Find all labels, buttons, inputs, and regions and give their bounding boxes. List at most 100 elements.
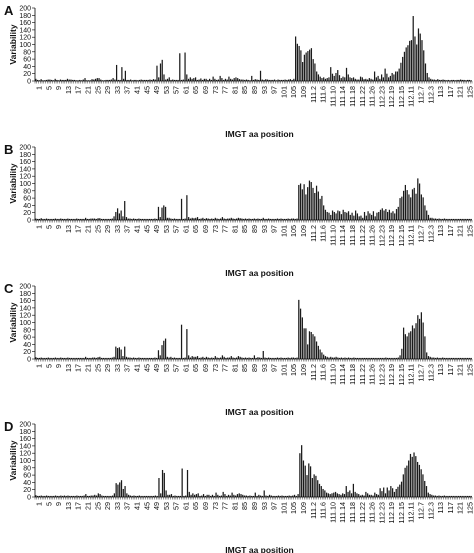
bar-series xyxy=(35,299,472,359)
bar xyxy=(317,480,319,497)
bar xyxy=(72,79,74,81)
bar xyxy=(326,78,328,81)
bar xyxy=(209,357,211,359)
x-tick-label: 17 xyxy=(74,225,83,233)
bar xyxy=(131,357,133,359)
bar xyxy=(468,495,470,497)
bar xyxy=(324,78,327,81)
bar xyxy=(232,218,234,220)
x-tick-label: 89 xyxy=(250,364,259,372)
bar xyxy=(424,63,427,81)
bar xyxy=(463,79,465,81)
bar xyxy=(385,357,387,359)
bar xyxy=(247,495,249,497)
bar xyxy=(303,184,305,220)
bar xyxy=(232,357,234,359)
bar xyxy=(424,480,426,497)
x-tick-label: 111.18 xyxy=(348,502,357,523)
bar xyxy=(306,475,308,497)
bar xyxy=(152,79,155,81)
bar xyxy=(51,79,53,81)
bar xyxy=(184,52,186,81)
bar xyxy=(340,357,343,359)
bar xyxy=(379,357,382,359)
y-tick-label: 200 xyxy=(19,145,31,152)
bar xyxy=(342,357,344,359)
bar xyxy=(205,218,208,220)
bar xyxy=(282,218,284,220)
bar xyxy=(350,493,353,497)
bar xyxy=(351,357,353,359)
bar xyxy=(370,78,372,81)
bar xyxy=(431,217,433,220)
bar xyxy=(136,218,138,220)
y-tick-label: 0 xyxy=(27,357,31,364)
x-tick-label: 112.3 xyxy=(426,225,435,242)
bar xyxy=(61,357,64,359)
x-tick-label: 25 xyxy=(93,225,102,233)
bar xyxy=(365,357,367,359)
bar xyxy=(51,495,53,497)
y-tick-label: 160 xyxy=(19,20,31,27)
bar xyxy=(180,324,183,359)
bar xyxy=(86,357,89,359)
bar xyxy=(182,218,184,220)
bar xyxy=(299,183,302,220)
bar xyxy=(345,486,347,497)
bar xyxy=(138,79,141,81)
x-tick-label: 125 xyxy=(466,225,474,237)
bar xyxy=(355,357,357,359)
bar xyxy=(59,79,62,81)
bar xyxy=(133,495,135,497)
bar xyxy=(82,79,84,81)
x-tick-label: 81 xyxy=(230,502,239,510)
bar xyxy=(245,495,247,497)
bar xyxy=(440,495,442,497)
bar xyxy=(49,495,51,497)
bar xyxy=(344,77,346,81)
bar xyxy=(237,356,240,359)
y-tick-label: 160 xyxy=(19,159,31,166)
bar xyxy=(135,495,137,497)
bar xyxy=(115,346,117,359)
bar xyxy=(168,217,170,220)
y-tick-label: 40 xyxy=(23,480,31,487)
y-tick-label: 140 xyxy=(19,166,31,173)
bar xyxy=(258,494,260,497)
bar xyxy=(140,495,142,497)
bar xyxy=(381,357,383,359)
bar xyxy=(466,495,469,497)
bar xyxy=(131,218,133,220)
x-tick-label: 77 xyxy=(221,364,230,372)
y-tick-label: 40 xyxy=(23,342,31,349)
y-axis-title: Variability xyxy=(8,302,18,342)
y-tick-label: 80 xyxy=(23,49,31,56)
x-tick-label: 111.14 xyxy=(338,502,347,523)
bar xyxy=(445,357,447,359)
bar xyxy=(65,79,67,81)
bar xyxy=(236,218,238,220)
bar xyxy=(349,77,351,81)
y-tick-label: 140 xyxy=(19,443,31,450)
bar xyxy=(303,328,305,359)
bar xyxy=(397,486,399,497)
bar xyxy=(409,40,411,81)
x-tick-label: 89 xyxy=(250,86,259,94)
bar xyxy=(94,494,96,497)
x-minor-ticks xyxy=(34,359,473,362)
bar xyxy=(458,79,460,81)
bar xyxy=(458,357,460,359)
x-tick-label: 109 xyxy=(299,364,308,376)
bar xyxy=(433,79,435,81)
y-tick-label: 200 xyxy=(19,284,31,291)
bar xyxy=(395,71,397,81)
bar xyxy=(152,357,154,359)
x-tick-label: 109 xyxy=(299,502,308,514)
bar xyxy=(253,218,256,220)
bar xyxy=(285,357,287,359)
bar xyxy=(281,495,283,497)
x-tick-label: 111.6 xyxy=(319,86,328,103)
bar xyxy=(372,357,375,359)
bar xyxy=(210,495,212,497)
bar xyxy=(228,357,231,359)
